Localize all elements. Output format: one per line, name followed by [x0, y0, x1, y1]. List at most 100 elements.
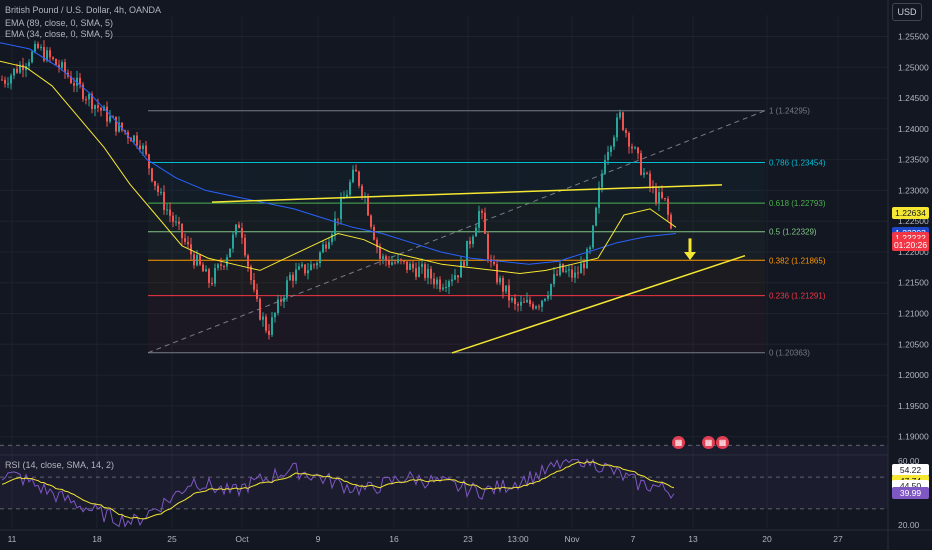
candle-body [439, 279, 441, 290]
time-tick-label: 16 [389, 534, 399, 544]
candle-body [175, 221, 177, 223]
time-tick-label: 27 [833, 534, 843, 544]
candle-body [298, 266, 300, 270]
rsi-tick-label: 60.00 [898, 456, 920, 466]
candle-body [598, 187, 600, 208]
ema-34-legend[interactable]: EMA (34, close, 0, SMA, 5) [5, 29, 114, 39]
candle-body [670, 214, 672, 229]
candle-body [625, 129, 627, 133]
candle-body [646, 172, 648, 174]
candle-body [634, 147, 636, 149]
ema-89-legend[interactable]: EMA (89, close, 0, SMA, 5) [5, 18, 114, 28]
price-tick-label: 1.23000 [898, 185, 929, 195]
candle-body [523, 301, 525, 303]
candle-body [385, 256, 387, 261]
rsi-pane [0, 444, 888, 528]
fib-zone [148, 231, 765, 261]
candle-body [343, 197, 345, 199]
candle-body [292, 274, 294, 281]
time-tick-label: 9 [316, 534, 321, 544]
candle-body [415, 268, 417, 277]
candle-body [19, 64, 21, 73]
candle-body [409, 263, 411, 270]
candle-body [517, 304, 519, 306]
candle-body [208, 269, 210, 283]
candle-body [484, 212, 486, 234]
price-tag: 1.22634 [892, 206, 929, 219]
candle-body [553, 274, 555, 285]
candle-body [115, 116, 117, 132]
candle-body [319, 252, 321, 264]
candle-body [139, 145, 141, 150]
candle-body [658, 192, 660, 204]
candle-body [118, 122, 120, 132]
candle-body [550, 284, 552, 296]
ema-89-line [0, 42, 677, 265]
candle-body [214, 268, 216, 284]
candle-body [7, 83, 9, 85]
candle-body [151, 168, 153, 182]
currency-button[interactable]: USD [892, 3, 922, 21]
candle-body [241, 228, 243, 238]
candle-body [568, 269, 570, 271]
candle-body [205, 269, 207, 272]
candle-body [403, 260, 405, 262]
candle-body [505, 285, 507, 292]
candle-body [190, 244, 192, 255]
fib-level-label: 1 (1.24295) [769, 107, 810, 116]
candle-body [496, 264, 498, 283]
calendar-event-icon[interactable]: ▦ [716, 436, 729, 449]
candle-body [73, 83, 75, 86]
fib-zone [148, 203, 765, 232]
rsi-value-tag: 39.99 [892, 487, 929, 500]
candle-body [562, 263, 564, 272]
time-tick-label: 23 [463, 534, 473, 544]
candle-body [169, 209, 171, 216]
fib-level-label: 0.786 (1.23454) [769, 158, 826, 167]
candle-body [289, 274, 291, 281]
candle-body [331, 234, 333, 243]
candle-body [70, 76, 72, 84]
rsi-legend[interactable]: RSI (14, close, SMA, 14, 2) [5, 460, 115, 470]
candle-body [580, 263, 582, 274]
time-tick-label: 20 [762, 534, 772, 544]
candle-body [469, 240, 471, 245]
candle-body [295, 269, 297, 281]
fib-level-label: 0.382 (1.21865) [769, 256, 826, 265]
candle-body [502, 277, 504, 292]
candle-body [373, 226, 375, 240]
candle-body [64, 62, 66, 73]
candle-body [22, 64, 24, 71]
calendar-event-icon[interactable]: ▦ [702, 436, 715, 449]
candle-body [334, 218, 336, 235]
calendar-event-icon[interactable]: ▦ [672, 436, 685, 449]
candle-body [547, 295, 549, 299]
candle-body [532, 304, 534, 309]
price-tick-label: 1.25000 [898, 62, 929, 72]
candle-body [613, 137, 615, 147]
candle-body [301, 264, 303, 267]
candle-body [589, 247, 591, 250]
candle-body [619, 112, 621, 118]
candle-body [595, 207, 597, 226]
candle-body [571, 269, 573, 278]
candle-body [40, 47, 42, 49]
candle-body [178, 221, 180, 224]
candle-body [607, 151, 609, 160]
fib-retracement: 1 (1.24295) 0.786 (1.23454) 0.618 (1.22793… [147, 107, 826, 358]
candle-body [91, 94, 93, 109]
candle-body [355, 169, 357, 172]
lower-trendline [451, 254, 746, 354]
candle-body [421, 264, 423, 267]
chart-grid [0, 15, 888, 528]
candle-body [271, 317, 273, 335]
candle-body [16, 68, 18, 73]
candle-body [376, 239, 378, 248]
upper-trendline [211, 184, 723, 203]
candle-body [394, 262, 396, 264]
candle-body [166, 209, 168, 211]
candle-body [1, 79, 3, 81]
candle-body [664, 198, 666, 200]
candle-body [544, 298, 546, 301]
